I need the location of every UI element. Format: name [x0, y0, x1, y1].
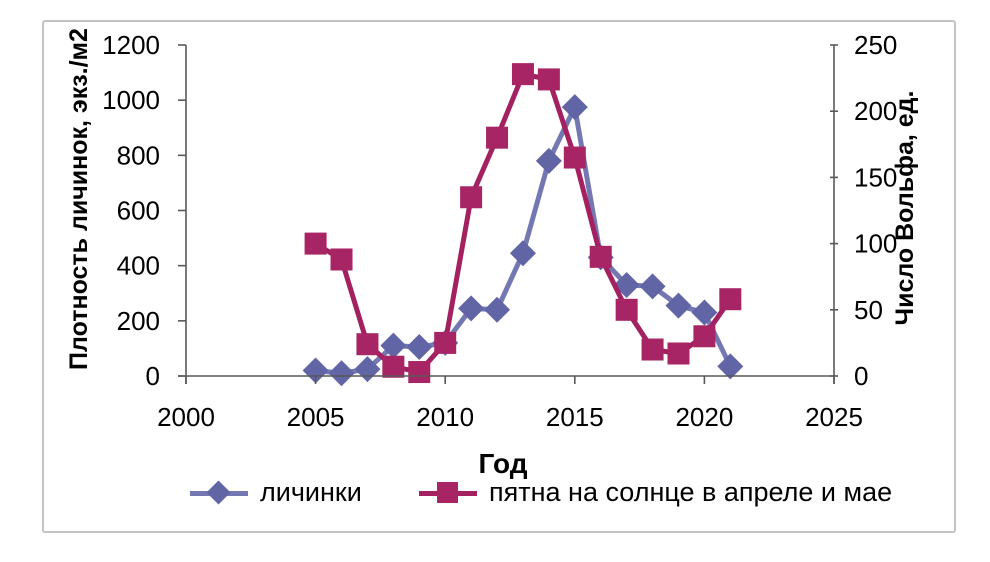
series-larvae — [302, 94, 744, 387]
svg-text:0: 0 — [146, 361, 160, 391]
svg-text:50: 50 — [854, 295, 883, 325]
svg-text:2005: 2005 — [287, 402, 345, 432]
legend-item-larvae: личинки — [190, 477, 362, 508]
sunspot-legend-square-icon — [437, 481, 458, 503]
svg-text:2000: 2000 — [157, 402, 215, 432]
right-axis-title: Число Вольфа, ед. — [891, 90, 919, 326]
svg-text:400: 400 — [117, 251, 160, 281]
svg-text:250: 250 — [854, 30, 897, 60]
chart-plot: 0 200 400 600 800 1000 1200 0 50 100 150 200 250 2000… — [102, 30, 897, 432]
larvae-legend-diamond-icon — [206, 479, 231, 505]
larvae-series-marker-icon — [190, 479, 248, 506]
svg-text:200: 200 — [854, 96, 897, 126]
svg-text:2015: 2015 — [546, 402, 604, 432]
svg-text:0: 0 — [854, 361, 868, 391]
sunspot-series-marker-icon — [419, 480, 477, 506]
svg-text:2020: 2020 — [675, 402, 733, 432]
axes: 0 200 400 600 800 1000 1200 0 50 100 150 200 250 2000… — [102, 30, 897, 432]
svg-text:200: 200 — [117, 306, 160, 336]
x-axis-title: Год — [478, 448, 528, 479]
svg-text:100: 100 — [854, 229, 897, 259]
svg-text:2010: 2010 — [416, 402, 474, 432]
svg-text:150: 150 — [854, 162, 897, 192]
svg-text:2025: 2025 — [805, 402, 863, 432]
svg-text:1000: 1000 — [102, 85, 160, 115]
svg-text:1200: 1200 — [102, 30, 160, 60]
legend-label-sunspots: пятна на солнце в апреле и мае — [489, 477, 893, 507]
left-axis-title: Плотность личинок, экз./м2 — [65, 28, 93, 370]
svg-text:800: 800 — [117, 140, 160, 170]
legend-label-larvae: личинки — [260, 477, 362, 507]
chart-frame: 0 200 400 600 800 1000 1200 0 50 100 150 200 250 2000… — [42, 20, 956, 533]
svg-text:600: 600 — [117, 196, 160, 226]
series-sunspots — [304, 63, 742, 384]
legend-item-sunspots: пятна на солнце в апреле и мае — [419, 477, 892, 508]
